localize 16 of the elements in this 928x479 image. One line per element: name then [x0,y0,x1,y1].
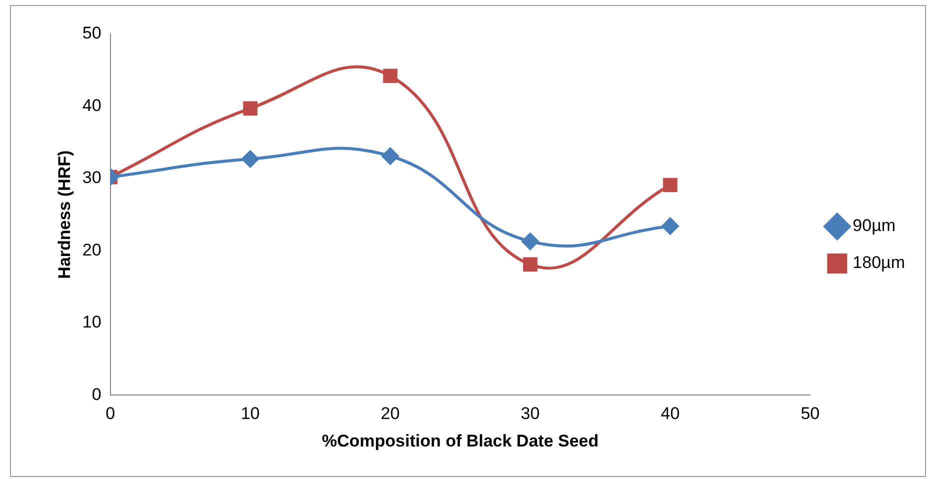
x-tick-label: 50 [800,404,820,424]
legend-label: 90µm [852,216,896,236]
y-tick-label: 10 [82,312,102,332]
y-tick-label: 0 [92,384,102,404]
legend-label: 180µm [852,253,906,272]
x-tick-label: 0 [106,404,116,424]
x-tick-label: 40 [660,404,680,424]
y-axis-title: Hardness (HRF) [54,150,74,279]
x-tick-label: 20 [380,404,400,424]
y-tick-label: 30 [82,168,102,188]
x-axis-title: %Composition of Black Date Seed [322,431,599,450]
y-tick-label: 40 [82,96,102,115]
y-tick-label: 50 [82,24,102,43]
x-tick-label: 30 [520,404,540,424]
x-tick-label: 10 [240,404,260,424]
y-tick-label: 20 [82,240,102,260]
